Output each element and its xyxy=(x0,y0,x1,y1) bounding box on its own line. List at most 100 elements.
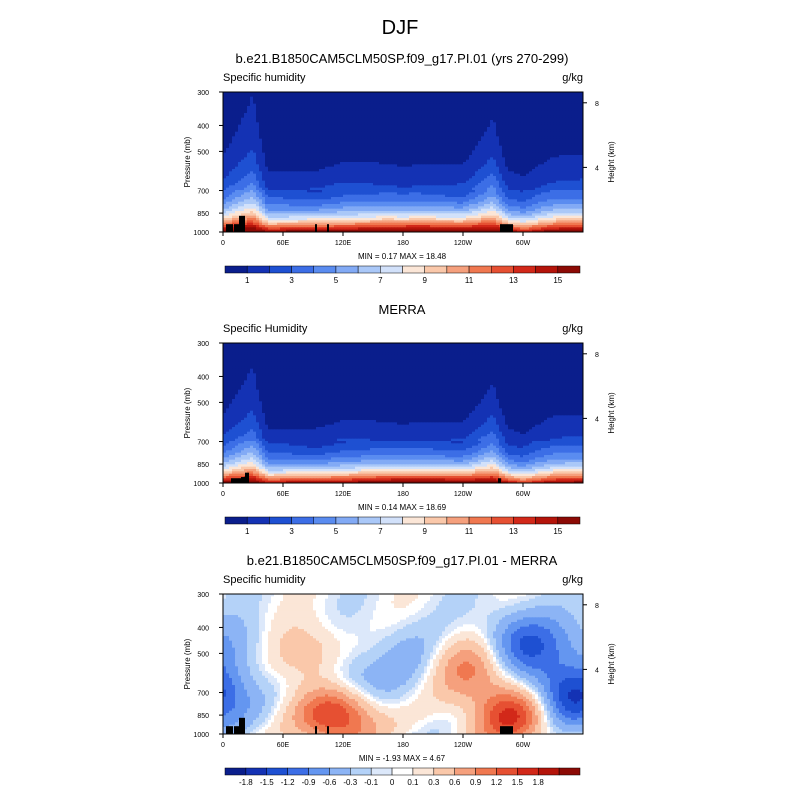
heatmap-field xyxy=(223,92,583,232)
longitude-tick-label: 180 xyxy=(397,491,409,498)
colorbar-box xyxy=(425,266,447,273)
height-tick-label: 4 xyxy=(595,667,599,674)
colorbar-label: -1.5 xyxy=(260,778,274,787)
colorbar-box xyxy=(413,768,434,775)
longitude-tick-label: 180 xyxy=(397,240,409,247)
height-tick-label: 8 xyxy=(595,101,599,108)
pressure-tick-label: 1000 xyxy=(193,732,209,739)
pressure-tick-label: 700 xyxy=(197,440,209,447)
colorbar-box xyxy=(455,768,476,775)
topography-block xyxy=(245,473,249,483)
panel-3-units-label: g/kg xyxy=(562,574,583,586)
height-axis-label: Height (km) xyxy=(607,141,616,183)
longitude-tick-label: 120W xyxy=(454,491,473,498)
colorbar-label: 7 xyxy=(378,527,383,536)
heatmap-field xyxy=(223,343,583,483)
topography-block xyxy=(234,726,239,734)
height-tick-label: 4 xyxy=(595,416,599,423)
colorbar-label: 0.3 xyxy=(428,778,440,787)
height-tick-label: 8 xyxy=(595,603,599,610)
longitude-tick-label: 120W xyxy=(454,240,473,247)
colorbar-label: 0.9 xyxy=(470,778,482,787)
panel-3-colorbar: -1.8 -1.5 -1.2 -0.9 -0.6 -0.3 -0.1 0 0.1 0.3 0.6 0.… xyxy=(225,768,580,787)
panel-2-units-label: g/kg xyxy=(562,323,583,335)
colorbar-label: 1.5 xyxy=(512,778,524,787)
colorbar-label: 1 xyxy=(245,276,250,285)
pressure-axis-label: Pressure (mb) xyxy=(183,136,192,187)
heatmap-field xyxy=(223,594,583,734)
pressure-tick-label: 500 xyxy=(197,400,209,407)
colorbar-box xyxy=(434,768,455,775)
panel-2-title: MERRA xyxy=(379,302,426,317)
colorbar-label: 3 xyxy=(289,276,294,285)
colorbar-box xyxy=(476,768,497,775)
figure-title: DJF xyxy=(382,17,419,39)
pressure-axis-label: Pressure (mb) xyxy=(183,387,192,438)
pressure-axis-label: Pressure (mb) xyxy=(183,638,192,689)
longitude-tick-label: 120E xyxy=(335,742,352,749)
pressure-tick-label: 400 xyxy=(197,625,209,632)
colorbar-label: 1 xyxy=(245,527,250,536)
colorbar-box xyxy=(538,768,559,775)
colorbar-box xyxy=(225,768,246,775)
longitude-tick-label: 180 xyxy=(397,742,409,749)
longitude-tick-label: 0 xyxy=(221,742,225,749)
panel-1-stats: MIN = 0.17 MAX = 18.48 xyxy=(358,252,447,261)
panel-2-variable-label: Specific Humidity xyxy=(223,323,308,335)
colorbar-box xyxy=(403,266,425,273)
topography-block xyxy=(234,224,239,232)
pressure-tick-label: 1000 xyxy=(193,481,209,488)
pressure-tick-label: 700 xyxy=(197,189,209,196)
colorbar-box xyxy=(329,768,350,775)
colorbar-box xyxy=(380,266,402,273)
colorbar-box xyxy=(309,768,330,775)
panel-1-title: b.e21.B1850CAM5CLM50SP.f09_g17.PI.01 (yr… xyxy=(236,51,569,66)
colorbar-label: 7 xyxy=(378,276,383,285)
panel-2-stats: MIN = 0.14 MAX = 18.69 xyxy=(358,503,447,512)
colorbar-box xyxy=(269,517,291,524)
panel-1-units-label: g/kg xyxy=(562,72,583,84)
pressure-tick-label: 400 xyxy=(197,374,209,381)
colorbar-box xyxy=(269,266,291,273)
panel-3: b.e21.B1850CAM5CLM50SP.f09_g17.PI.01 - M… xyxy=(183,553,616,787)
height-axis-label: Height (km) xyxy=(607,392,616,434)
topography-block xyxy=(327,726,329,734)
colorbar-box xyxy=(292,517,314,524)
colorbar-box xyxy=(469,266,491,273)
pressure-tick-label: 500 xyxy=(197,651,209,658)
longitude-tick-label: 60W xyxy=(516,240,531,247)
topography-block xyxy=(498,478,501,483)
colorbar-box xyxy=(247,517,269,524)
colorbar-label: 9 xyxy=(422,276,427,285)
colorbar-box xyxy=(358,266,380,273)
colorbar-label: 11 xyxy=(465,276,474,285)
colorbar-box xyxy=(491,517,513,524)
topography-block xyxy=(327,224,329,232)
figure: DJF b.e21.B1850CAM5CLM50SP.f09_g17.PI.01… xyxy=(0,0,800,800)
topography-block xyxy=(241,477,245,483)
colorbar-box xyxy=(517,768,538,775)
colorbar-label: -1.8 xyxy=(239,778,253,787)
colorbar-label: 15 xyxy=(553,276,562,285)
pressure-tick-label: 850 xyxy=(197,713,209,720)
colorbar-box xyxy=(288,768,309,775)
colorbar-box xyxy=(447,517,469,524)
panel-1: b.e21.B1850CAM5CLM50SP.f09_g17.PI.01 (yr… xyxy=(183,51,616,285)
topography-block xyxy=(315,726,317,734)
longitude-tick-label: 60W xyxy=(516,742,531,749)
topography-block xyxy=(500,224,513,232)
height-tick-label: 8 xyxy=(595,352,599,359)
longitude-tick-label: 60E xyxy=(277,240,290,247)
colorbar-box xyxy=(425,517,447,524)
colorbar-label: 3 xyxy=(289,527,294,536)
panel-2-colorbar: 1 3 5 7 9 11 13 15 xyxy=(225,517,580,536)
colorbar-box xyxy=(513,266,535,273)
pressure-tick-label: 700 xyxy=(197,691,209,698)
colorbar-box xyxy=(536,266,558,273)
longitude-tick-label: 120E xyxy=(335,491,352,498)
longitude-tick-label: 60W xyxy=(516,491,531,498)
colorbar-label: 5 xyxy=(334,276,339,285)
colorbar-box xyxy=(225,517,247,524)
